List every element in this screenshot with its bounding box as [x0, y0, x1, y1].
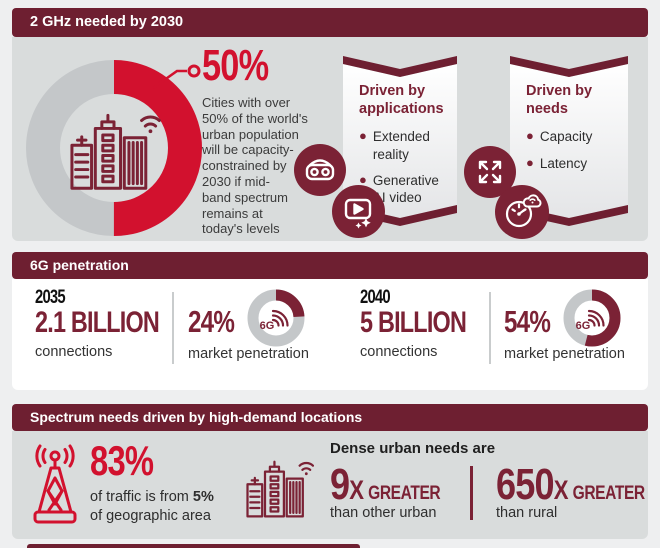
section1-header: 2 GHz needed by 2030 — [12, 8, 648, 37]
stat-2040: 2040 5 BILLION connections — [360, 288, 496, 360]
6g-wifi-icon: 6G — [260, 309, 289, 332]
dense-urban-intro: Dense urban needs are — [330, 440, 496, 457]
card-title: Driven by applications — [359, 83, 444, 118]
latency-gauge-icon — [505, 194, 542, 228]
latency-badge — [495, 185, 549, 239]
section2-panel — [12, 279, 648, 390]
card-bullet: ● Extended reality — [359, 128, 430, 162]
donut-chart-2035: 6G — [247, 289, 305, 347]
divider — [489, 292, 491, 364]
section1-header-label: 2 GHz needed by 2030 — [30, 14, 184, 30]
donut-chart-2030 — [26, 60, 202, 236]
buildings-icon — [246, 460, 314, 518]
card-driven-by-needs: Driven by needs ● Capacity ● Latency — [510, 56, 628, 226]
stat-value: 5 BILLION — [360, 306, 467, 339]
section3-header: Spectrum needs driven by high-demand loc… — [12, 404, 648, 431]
card-bullet: ● Latency — [526, 154, 588, 171]
stat-percent: 54% — [504, 304, 551, 339]
stat-unit: connections — [360, 343, 438, 360]
traffic-text: of traffic is from 5% of geographic area — [90, 489, 214, 524]
card-title: Driven by needs — [526, 83, 593, 118]
ai-video-badge — [332, 185, 385, 238]
stat-year: 2035 — [35, 287, 66, 308]
donut-chart-2040: 6G — [563, 289, 621, 347]
greater-urban: 9X GREATER — [330, 460, 441, 509]
vr-headset-badge — [294, 144, 346, 196]
section3-panel — [12, 431, 648, 539]
traffic-percent: 83% — [90, 437, 154, 484]
section2-header-label: 6G penetration — [30, 257, 129, 273]
callout-line — [152, 64, 201, 90]
greater-rural: 650X GREATER — [496, 460, 645, 509]
card-bullet: ● Capacity — [526, 128, 593, 145]
stat-caption: market penetration — [504, 346, 625, 362]
stat-percent: 24% — [188, 304, 235, 339]
section2-header: 6G penetration — [12, 252, 648, 279]
stat-unit: connections — [35, 343, 113, 360]
buildings-icon — [70, 113, 161, 190]
svg-text:6G: 6G — [576, 320, 591, 332]
maroon-divider — [470, 466, 473, 520]
card-bullet: ● Generative AI video — [359, 171, 439, 206]
divider — [172, 292, 174, 364]
callout-value: 50% — [202, 41, 269, 90]
card-driven-by-applications: Driven by applications ● Extended reality… — [343, 56, 457, 226]
svg-text:6G: 6G — [260, 320, 275, 332]
stat-year: 2040 — [360, 287, 391, 308]
vr-headset-icon — [305, 159, 335, 181]
section1-description: Cities with over 50% of the world's urba… — [202, 95, 308, 237]
stat-2035: 2035 2.1 BILLION connections — [35, 288, 194, 360]
expand-arrows-icon — [478, 160, 502, 184]
stat-value: 2.1 BILLION — [35, 306, 160, 339]
next-section-header-partial — [27, 544, 360, 548]
greater-urban-caption: than other urban — [330, 505, 437, 521]
6g-wifi-icon: 6G — [576, 309, 605, 332]
section3-header-label: Spectrum needs driven by high-demand loc… — [30, 409, 363, 425]
stat-caption: market penetration — [188, 346, 309, 362]
ai-video-icon — [344, 198, 371, 228]
greater-rural-caption: than rural — [496, 505, 558, 521]
traffic-bold-percent: 5% — [192, 489, 214, 505]
antenna-icon — [33, 444, 77, 524]
